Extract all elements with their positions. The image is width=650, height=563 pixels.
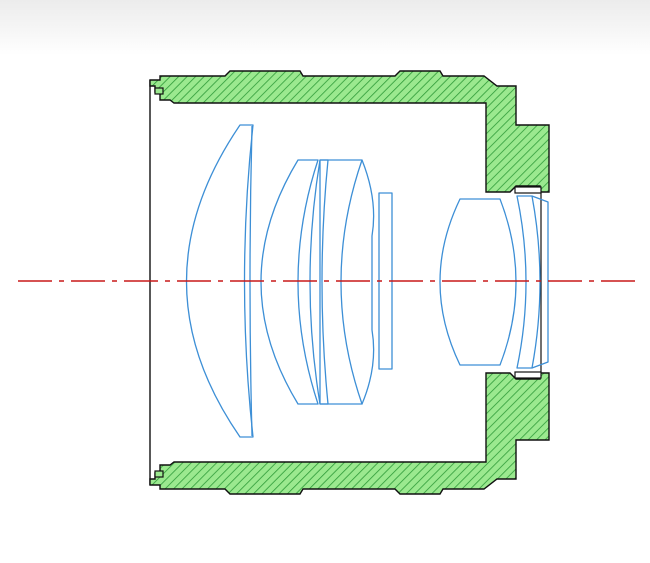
lens-element-3-rear-surface (361, 159, 375, 405)
lens-element-2 (260, 159, 319, 405)
lens-element-5 (439, 198, 517, 366)
lens-element-6-rim (531, 195, 549, 369)
rear-mount-ring (514, 186, 542, 379)
lens-element-6 (516, 195, 541, 369)
front-retaining-ring (154, 87, 164, 478)
lens-element-1 (185, 124, 254, 438)
lens-element-3-front (309, 159, 329, 405)
lens-element-3-rear (319, 159, 363, 405)
barrel-top-wall (149, 70, 550, 193)
barrel-bottom-wall (149, 372, 550, 495)
